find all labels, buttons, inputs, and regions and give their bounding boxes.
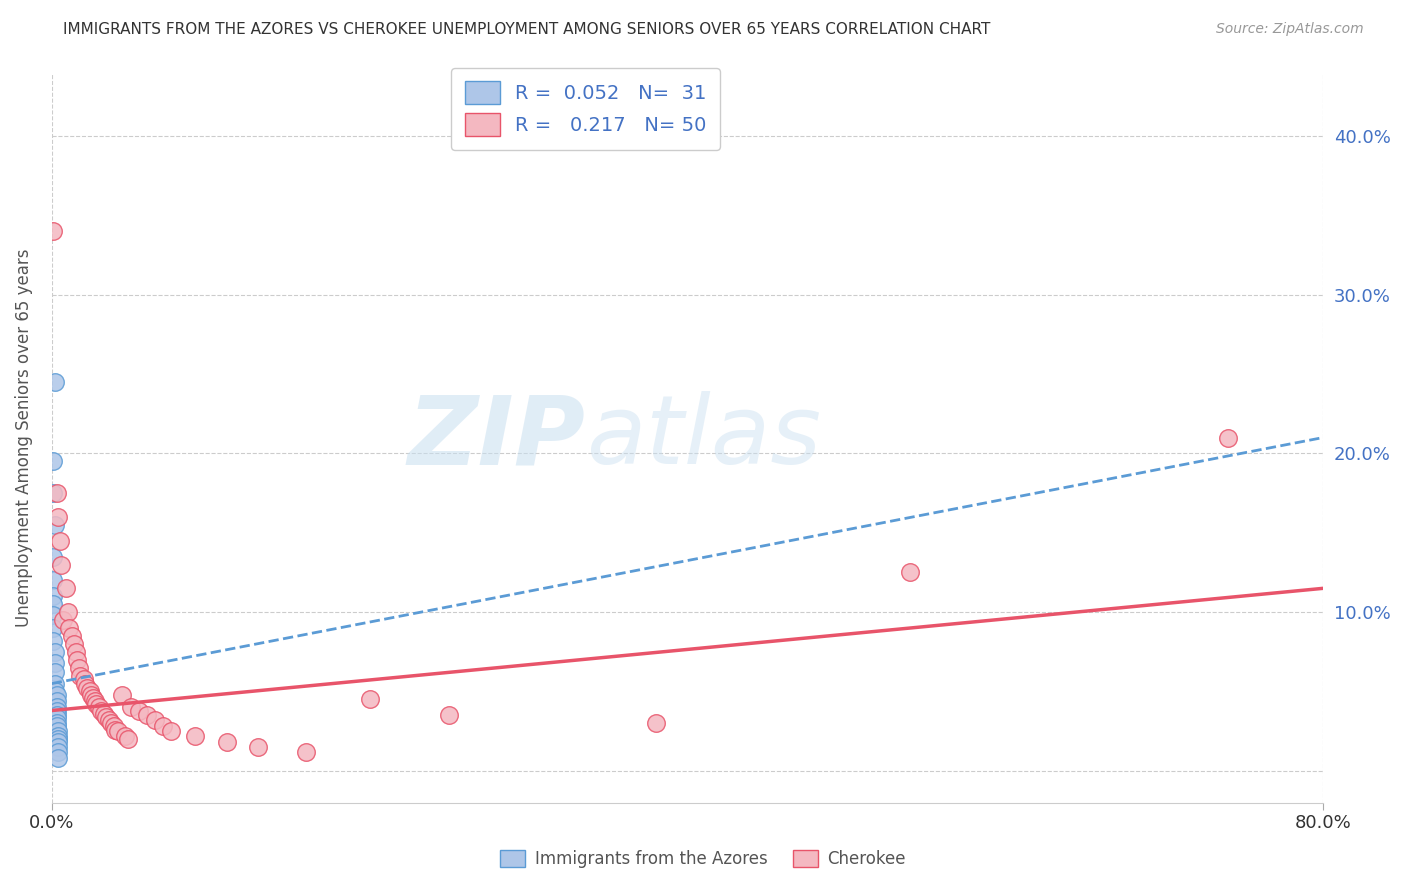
Point [111,688,134,702]
Point [104,723,127,737]
Point [46,732,69,747]
Point [80,688,103,702]
Point [215,735,238,749]
Point [55,582,77,596]
Point [46,739,69,754]
Point [42,486,65,500]
Point [58,621,80,635]
Point [42,621,65,635]
Point [75,676,97,690]
Point [44,665,66,680]
Point [45,711,67,725]
Point [437,708,460,723]
Point [44,375,66,389]
Point [42,633,65,648]
Text: IMMIGRANTS FROM THE AZORES VS CHEROKEE UNEMPLOYMENT AMONG SENIORS OVER 65 YEARS : IMMIGRANTS FROM THE AZORES VS CHEROKEE U… [63,22,991,37]
Point [128,704,150,718]
Point [44,676,66,690]
Point [60,629,83,643]
Point [48,533,70,548]
Legend: Immigrants from the Azores, Cherokee: Immigrants from the Azores, Cherokee [494,843,912,875]
Point [143,713,166,727]
Point [66,653,89,667]
Point [45,486,67,500]
Point [1216,431,1239,445]
Point [94,710,117,724]
Point [898,566,921,580]
Point [67,661,90,675]
Point [42,454,65,468]
Text: atlas: atlas [586,391,821,484]
Point [160,724,183,739]
Point [45,700,67,714]
Point [84,697,107,711]
Point [82,690,104,705]
Point [295,745,318,759]
Point [42,574,65,588]
Point [120,700,142,714]
Point [117,732,139,747]
Point [89,700,111,714]
Point [46,745,69,759]
Point [107,724,129,739]
Point [42,224,65,238]
Point [152,719,174,733]
Point [45,704,67,718]
Point [56,605,79,619]
Legend: R =  0.052   N=  31, R =   0.217   N= 50: R = 0.052 N= 31, R = 0.217 N= 50 [451,68,720,150]
Point [46,510,69,524]
Point [46,735,69,749]
Point [65,645,87,659]
Point [44,645,66,659]
Point [359,692,381,706]
Point [97,713,120,727]
Point [247,739,270,754]
Text: Source: ZipAtlas.com: Source: ZipAtlas.com [1216,22,1364,37]
Point [69,668,91,682]
Point [72,672,94,686]
Point [45,688,67,702]
Point [93,706,115,721]
Point [83,694,105,708]
Point [45,708,67,723]
Point [46,751,69,765]
Point [79,684,101,698]
Point [136,708,159,723]
Point [52,613,75,627]
Point [44,517,66,532]
Point [63,637,86,651]
Point [44,656,66,670]
Point [45,716,67,731]
Point [51,558,73,572]
Point [46,724,69,739]
Point [45,694,67,708]
Text: ZIP: ZIP [408,391,586,484]
Point [644,716,666,731]
Point [46,729,69,743]
Point [184,729,207,743]
Point [42,589,65,603]
Point [44,684,66,698]
Point [103,719,125,733]
Point [45,719,67,733]
Point [114,729,136,743]
Y-axis label: Unemployment Among Seniors over 65 years: Unemployment Among Seniors over 65 years [15,248,32,627]
Point [42,608,65,623]
Point [100,716,122,731]
Point [42,549,65,564]
Point [90,704,112,718]
Point [42,597,65,611]
Point [76,681,98,696]
